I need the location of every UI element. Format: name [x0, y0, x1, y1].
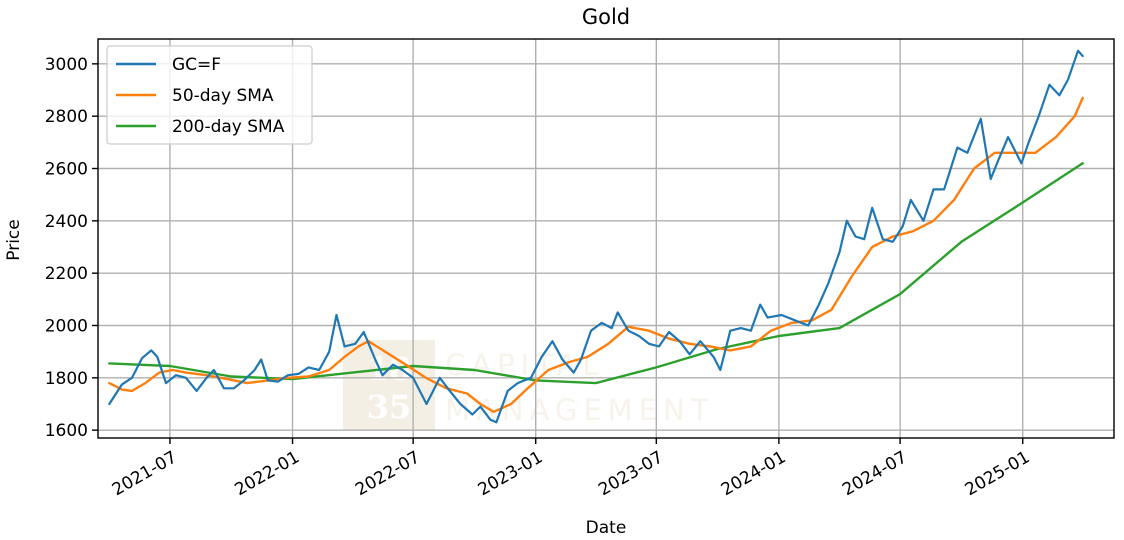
- y-tick-label: 3000: [45, 55, 88, 75]
- legend-label-sma50: 50-day SMA: [172, 86, 274, 106]
- watermark: 18 35 CAPITAL MANAGEMENT: [343, 340, 714, 430]
- y-tick-label: 1800: [45, 369, 88, 389]
- y-tick-label: 2400: [45, 212, 88, 232]
- series-line-sma200: [108, 162, 1084, 385]
- watermark-word-bottom: MANAGEMENT: [445, 393, 714, 427]
- legend: GC=F 50-day SMA 200-day SMA: [106, 45, 313, 145]
- legend-label-sma200: 200-day SMA: [172, 117, 285, 137]
- series-line-sma50: [108, 96, 1084, 413]
- y-tick-label: 2800: [45, 107, 88, 127]
- plot-frame: [97, 38, 1115, 439]
- y-tick-label: 2200: [45, 264, 88, 284]
- watermark-digits-bottom: 35: [367, 388, 412, 426]
- y-tick-label: 2000: [45, 316, 88, 336]
- watermark-word-top: CAPITAL: [445, 348, 605, 382]
- y-axis-label: Price: [4, 219, 24, 260]
- y-tick-label: 2600: [45, 160, 88, 180]
- series-line-gc: [108, 49, 1084, 424]
- legend-box: [106, 45, 313, 145]
- legend-label-gc: GC=F: [172, 55, 221, 75]
- chart-title: Gold: [582, 5, 630, 29]
- series-layer: [108, 49, 1084, 424]
- y-tick-label: 1600: [45, 421, 88, 441]
- grid: [98, 39, 1114, 438]
- x-axis-label: Date: [586, 518, 627, 538]
